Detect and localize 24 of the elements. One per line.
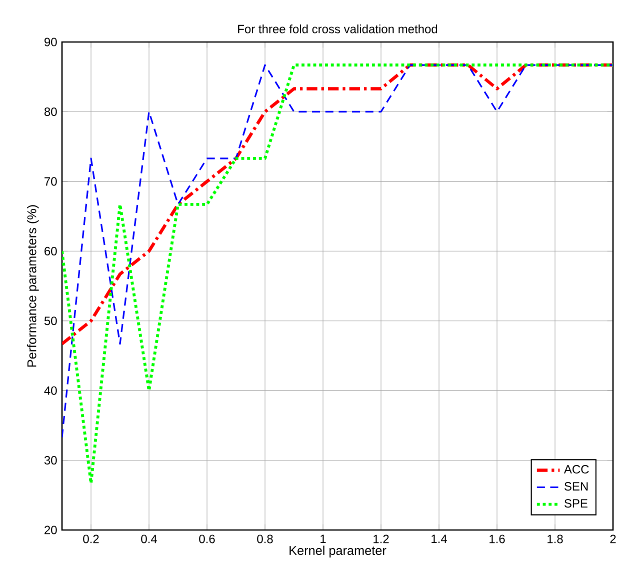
x-tick-label: 1.8 — [548, 534, 563, 544]
y-tick-label: 40 — [44, 386, 57, 395]
x-axis-title: Kernel parameter — [290, 546, 386, 558]
y-axis-title: Performance parameters (%) — [26, 205, 39, 367]
x-tick-label: 0.2 — [83, 534, 99, 544]
x-tick-label: 0.6 — [199, 534, 215, 544]
chart-title: For three fold cross validation method — [238, 24, 438, 34]
y-tick-label: 80 — [44, 107, 57, 116]
legend-label: SPE — [564, 499, 588, 508]
x-tick-label: 0.4 — [141, 534, 157, 544]
y-tick-label: 20 — [44, 526, 57, 534]
y-tick-label: 90 — [44, 38, 57, 46]
x-tick-label: 1.4 — [432, 534, 447, 543]
y-tick-label: 30 — [44, 456, 57, 465]
x-tick-label: 1.2 — [374, 534, 389, 544]
x-tick-label: 0.8 — [257, 534, 273, 544]
x-tick-label: 1 — [320, 534, 326, 543]
legend-label: ACC — [564, 465, 589, 474]
y-tick-label: 50 — [44, 316, 57, 326]
y-tick-label: 60 — [44, 246, 57, 256]
x-tick-label: 2 — [610, 534, 616, 544]
y-tick-label: 70 — [44, 177, 57, 186]
x-tick-label: 1.6 — [490, 534, 505, 544]
legend-label: SEN — [564, 482, 588, 491]
